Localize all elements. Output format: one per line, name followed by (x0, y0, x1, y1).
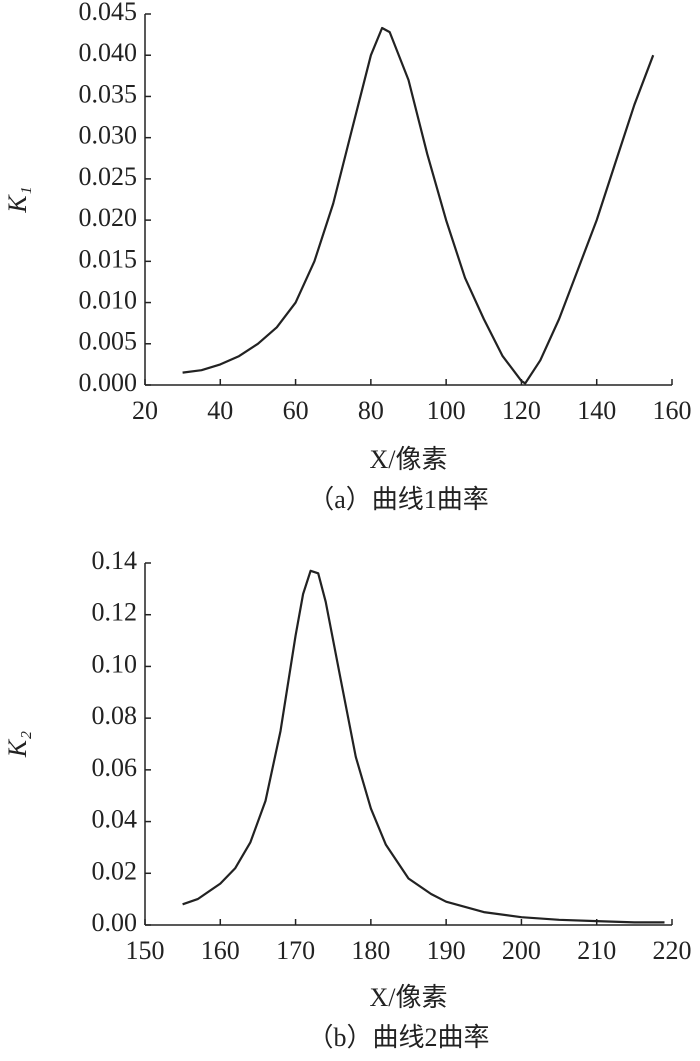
x-axis-label: X/像素 (369, 445, 447, 474)
y-axis-label: K₁ (3, 186, 32, 213)
y-tick-label: 0.005 (79, 327, 138, 356)
x-tick-label: 80 (358, 396, 384, 425)
caption: （a）曲线1曲率 (308, 485, 489, 514)
y-tick-label: 0.040 (79, 38, 138, 67)
y-tick-label: 0.045 (79, 0, 138, 26)
x-tick-label: 60 (283, 396, 309, 425)
y-tick-label: 0.06 (92, 753, 138, 782)
x-tick-label: 120 (502, 396, 541, 425)
y-tick-label: 0.010 (79, 286, 138, 315)
y-tick-label: 0.04 (92, 805, 138, 834)
y-tick-label: 0.12 (92, 598, 138, 627)
y-axis-label: K₂ (3, 731, 32, 758)
y-tick-label: 0.020 (79, 203, 138, 232)
x-tick-label: 220 (653, 936, 692, 965)
y-tick-label: 0.00 (92, 908, 138, 937)
y-tick-label: 0.015 (79, 244, 138, 273)
x-tick-label: 100 (427, 396, 466, 425)
x-tick-label: 140 (577, 396, 616, 425)
x-tick-label: 40 (207, 396, 233, 425)
curve (182, 569, 665, 924)
y-tick-label: 0.000 (79, 368, 138, 397)
x-tick-label: 160 (201, 936, 240, 965)
x-tick-label: 180 (351, 936, 390, 965)
y-tick-label: 0.10 (92, 649, 138, 678)
x-tick-label: 210 (577, 936, 616, 965)
y-tick-label: 0.14 (92, 546, 138, 575)
y-tick-label: 0.02 (92, 856, 138, 885)
x-tick-label: 200 (502, 936, 541, 965)
y-tick-label: 0.08 (92, 701, 138, 730)
x-tick-label: 150 (126, 936, 165, 965)
x-tick-label: 190 (427, 936, 466, 965)
y-tick-label: 0.025 (79, 162, 138, 191)
caption: （b）曲线2曲率 (307, 1023, 489, 1052)
x-axis-label: X/像素 (369, 983, 447, 1012)
y-tick-label: 0.035 (79, 79, 138, 108)
curve (182, 26, 655, 385)
x-tick-label: 170 (276, 936, 315, 965)
y-tick-label: 0.030 (79, 121, 138, 150)
x-tick-label: 160 (653, 396, 692, 425)
x-tick-label: 20 (132, 396, 158, 425)
